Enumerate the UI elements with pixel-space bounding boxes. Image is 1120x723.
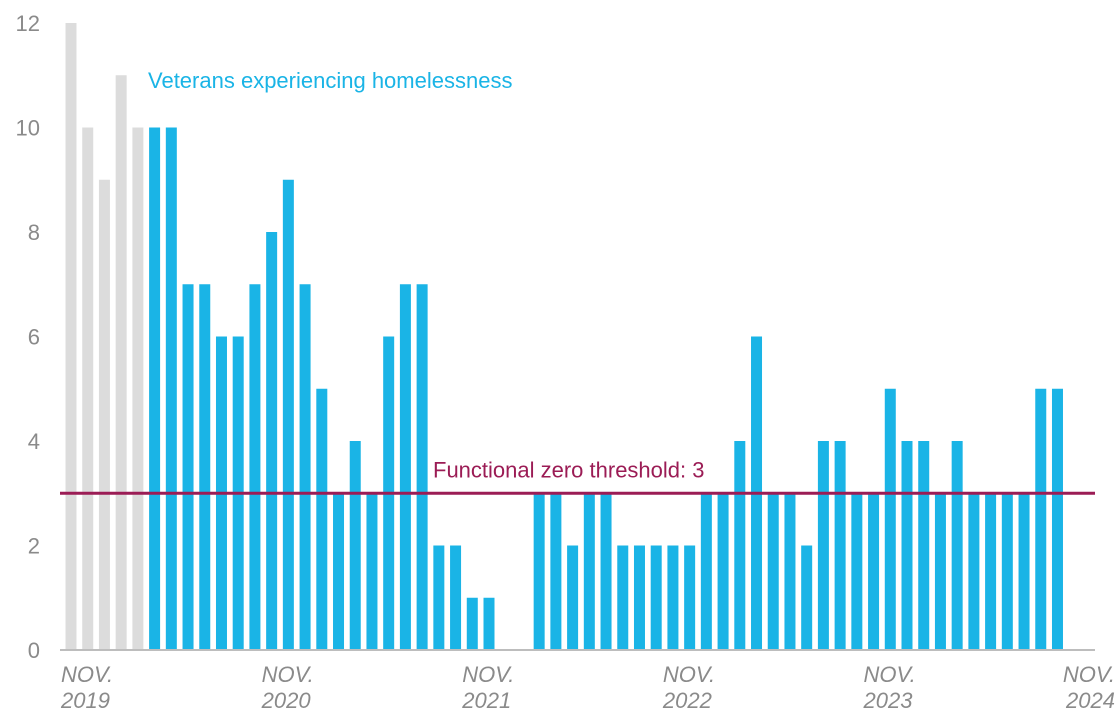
- bar: [1001, 493, 1013, 650]
- bar: [199, 284, 211, 650]
- bar: [901, 441, 913, 650]
- bar: [349, 441, 361, 650]
- bar: [299, 284, 311, 650]
- bar: [951, 441, 963, 650]
- bar: [884, 388, 896, 650]
- bar: [366, 493, 378, 650]
- bar: [617, 545, 629, 650]
- y-tick-label: 8: [28, 220, 40, 245]
- x-tick-label: NOV. 2023: [863, 662, 916, 713]
- bar: [82, 127, 94, 650]
- bar: [182, 284, 194, 650]
- bar: [918, 441, 930, 650]
- bar: [98, 179, 110, 650]
- y-tick-label: 0: [28, 638, 40, 663]
- bar: [968, 493, 980, 650]
- bar: [249, 284, 261, 650]
- bar: [433, 545, 445, 650]
- bar: [65, 23, 77, 650]
- y-tick-label: 10: [16, 116, 40, 141]
- bar: [650, 545, 662, 650]
- bar: [700, 493, 712, 650]
- bar: [483, 597, 495, 650]
- bar: [817, 441, 829, 650]
- bar: [450, 545, 462, 650]
- y-tick-label: 2: [28, 534, 40, 559]
- y-tick-label: 6: [28, 325, 40, 350]
- bar: [868, 493, 880, 650]
- bar: [550, 493, 562, 650]
- bar: [282, 179, 294, 650]
- bar: [1051, 388, 1063, 650]
- bar: [784, 493, 796, 650]
- bar: [934, 493, 946, 650]
- x-tick-label: NOV. 2022: [662, 662, 715, 713]
- bar: [533, 493, 545, 650]
- bar: [115, 75, 127, 650]
- bar: [333, 493, 345, 650]
- bar: [851, 493, 863, 650]
- bar: [567, 545, 579, 650]
- y-tick-label: 12: [16, 11, 40, 36]
- bar: [633, 545, 645, 650]
- threshold-label: Functional zero threshold: 3: [433, 457, 705, 482]
- x-tick-label: NOV. 2024: [1063, 662, 1115, 713]
- bar: [132, 127, 144, 650]
- bar: [985, 493, 997, 650]
- bar: [399, 284, 411, 650]
- bar: [717, 493, 729, 650]
- x-tick-label: NOV. 2021: [461, 662, 514, 713]
- bar: [1018, 493, 1030, 650]
- bar: [767, 493, 779, 650]
- bar: [667, 545, 679, 650]
- bar: [149, 127, 161, 650]
- bar: [834, 441, 846, 650]
- series-label: Veterans experiencing homelessness: [148, 68, 512, 93]
- y-tick-label: 4: [28, 429, 40, 454]
- bar: [466, 597, 478, 650]
- bar: [416, 284, 428, 650]
- bar: [316, 388, 328, 650]
- bar: [583, 493, 595, 650]
- bar: [1035, 388, 1047, 650]
- bar: [266, 232, 278, 650]
- bar: [684, 545, 696, 650]
- x-tick-label: NOV. 2020: [261, 662, 314, 713]
- bar: [734, 441, 746, 650]
- bar: [801, 545, 813, 650]
- x-tick-label: NOV. 2019: [60, 662, 113, 713]
- bar: [600, 493, 612, 650]
- bar: [165, 127, 177, 650]
